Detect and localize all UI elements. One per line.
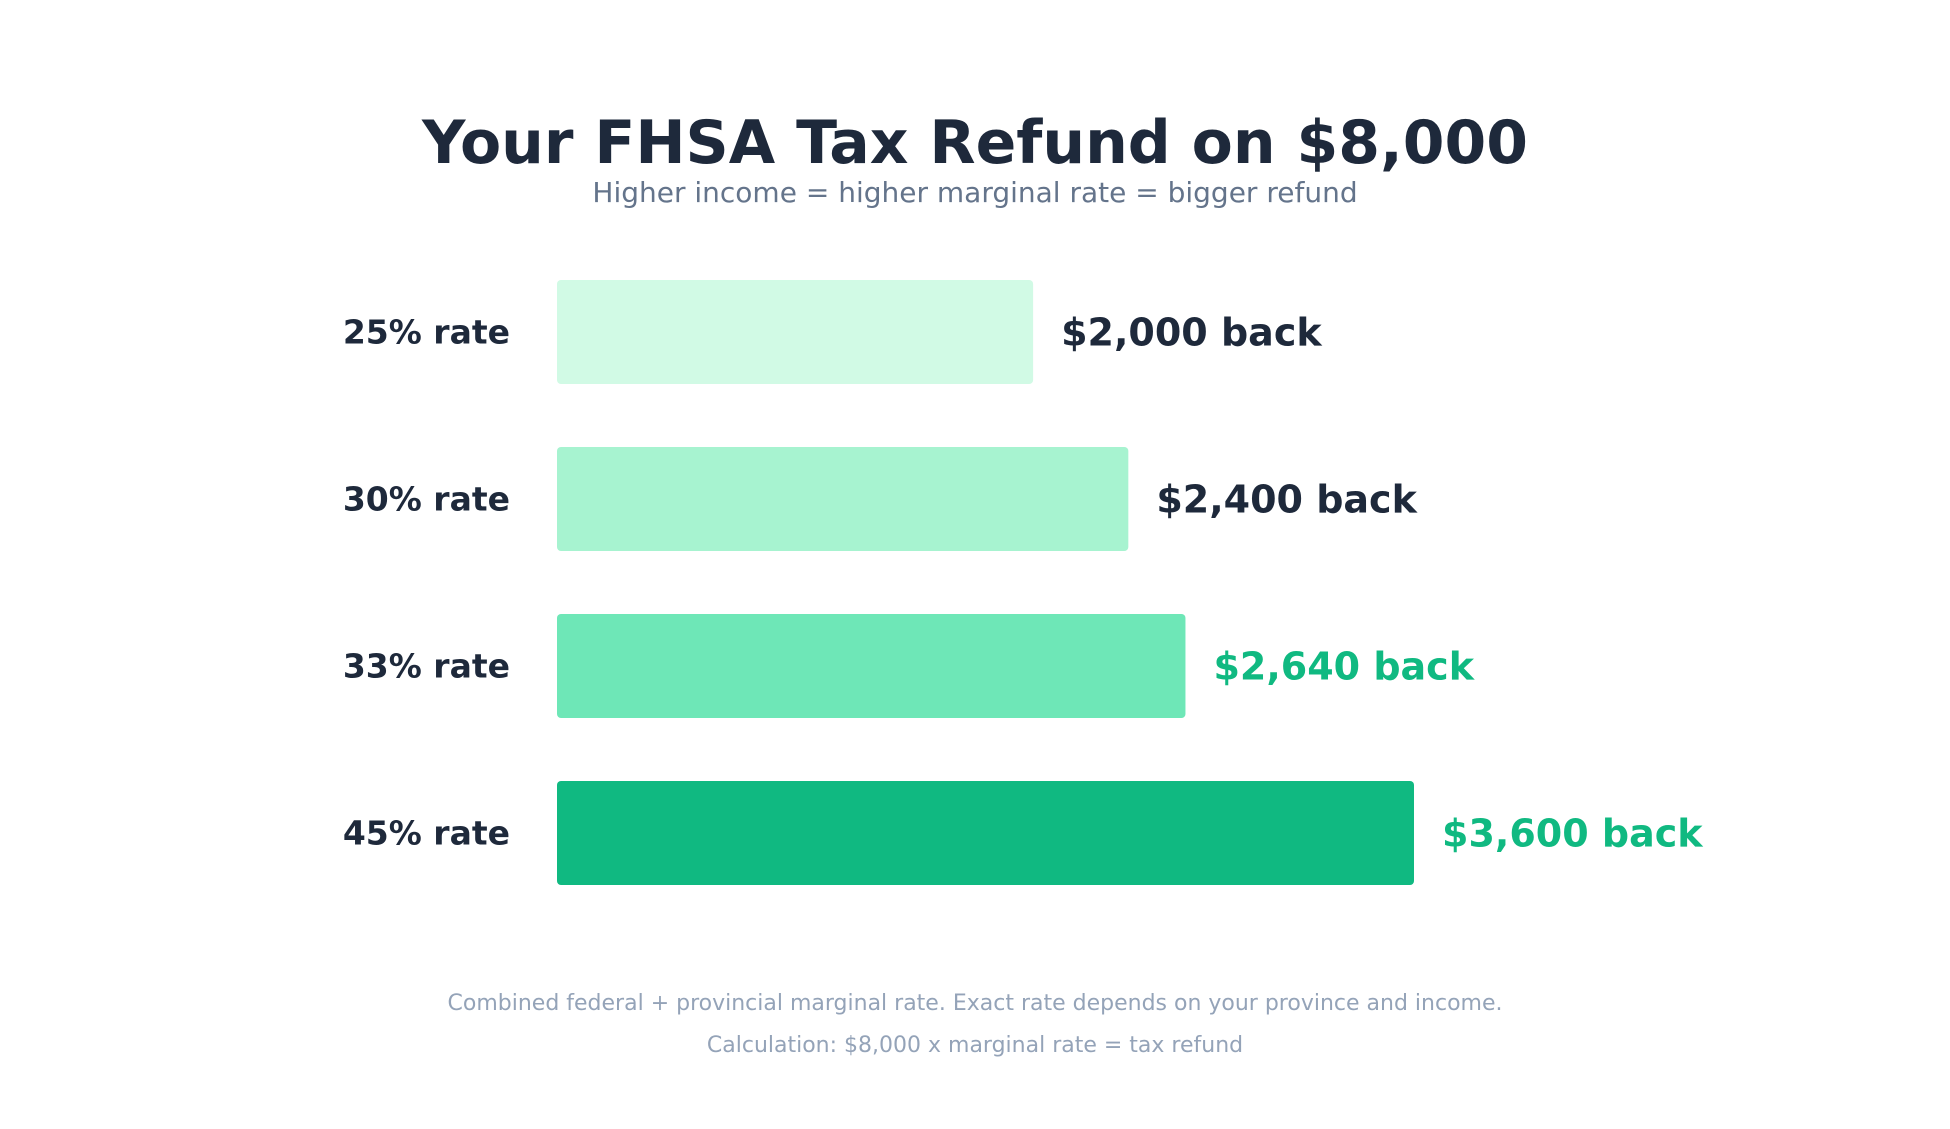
footnote-2: Calculation: $8,000 x marginal rate = ta…	[707, 1033, 1243, 1058]
category-label: 45% rate	[343, 814, 510, 853]
category-label: 25% rate	[343, 313, 510, 352]
chart-title: Your FHSA Tax Refund on $8,000	[421, 108, 1528, 178]
bar	[557, 614, 1186, 718]
value-label: $2,000 back	[1061, 310, 1322, 354]
value-label: $2,400 back	[1156, 477, 1417, 521]
footnote-1: Combined federal + provincial marginal r…	[448, 991, 1503, 1016]
value-label: $3,600 back	[1442, 811, 1703, 855]
bars-group: 25% rate $2,000 back 30% rate $2,400 back 33…	[343, 280, 1703, 885]
value-label: $2,640 back	[1213, 644, 1474, 688]
bar	[557, 447, 1129, 551]
category-label: 30% rate	[343, 480, 510, 519]
chart-subtitle: Higher income = higher marginal rate = b…	[592, 176, 1357, 209]
bar	[557, 280, 1034, 384]
bar	[557, 781, 1414, 885]
category-label: 33% rate	[343, 647, 510, 686]
